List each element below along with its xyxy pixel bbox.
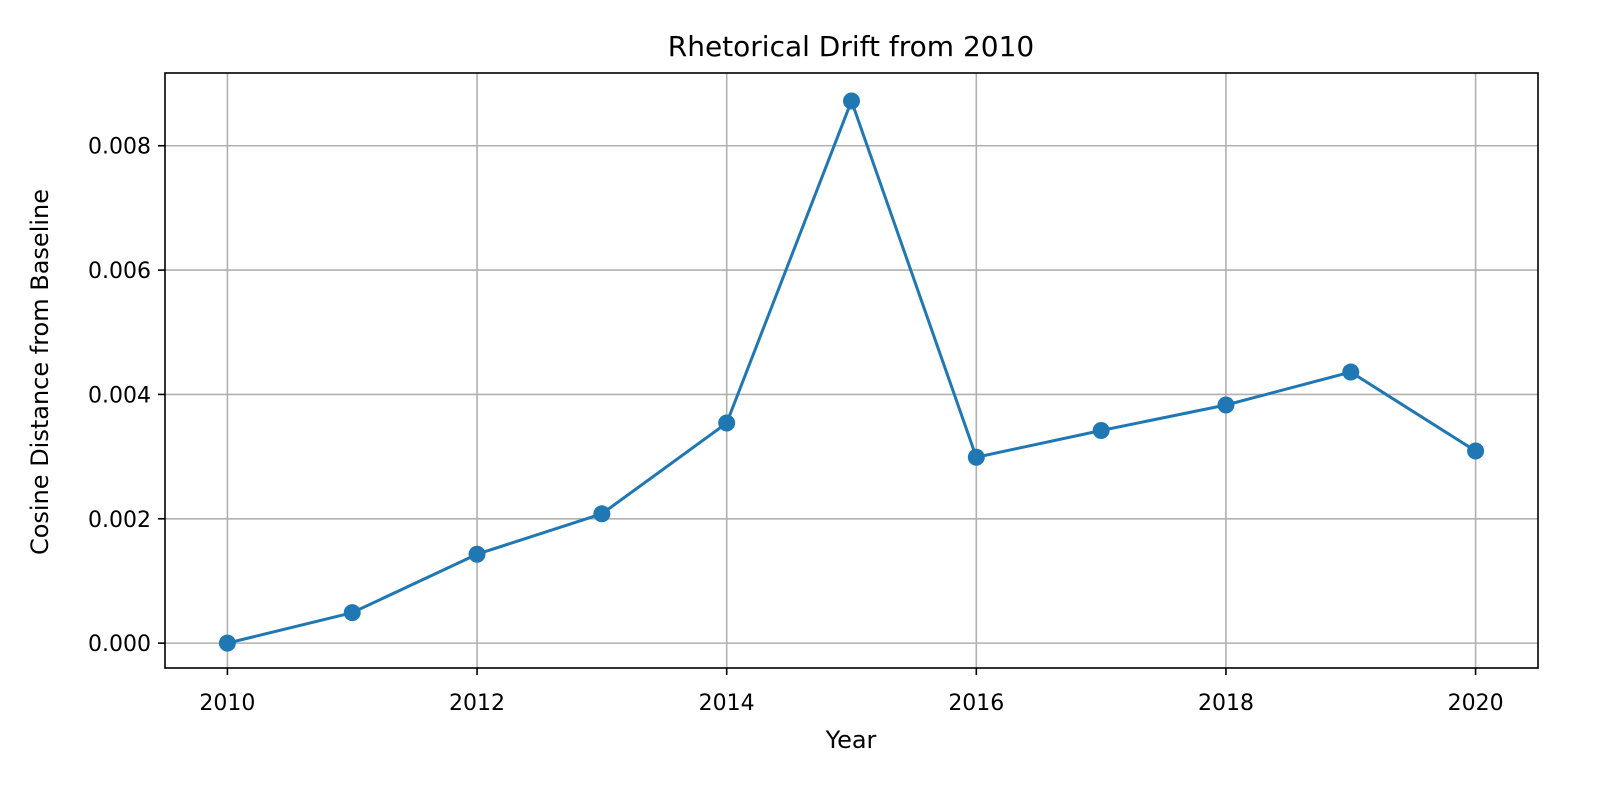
- y-tick-label: 0.000: [88, 632, 151, 657]
- y-tick-label: 0.002: [88, 508, 151, 533]
- y-tick-label: 0.004: [88, 383, 151, 408]
- x-tick-label: 2020: [1448, 691, 1504, 716]
- data-point-2014: [718, 414, 736, 432]
- axis-ticks: 2010 2012 2014 2016 2018 2020 0.000 0.002 0.004 0…: [88, 135, 1504, 716]
- data-point-2010: [218, 634, 236, 652]
- data-point-2020: [1467, 442, 1485, 460]
- x-axis-label: Year: [825, 726, 877, 754]
- data-point-2012: [468, 545, 486, 563]
- data-point-2013: [593, 505, 611, 523]
- x-tick-label: 2018: [1198, 691, 1254, 716]
- data-point-2016: [967, 448, 985, 466]
- y-tick-label: 0.008: [88, 135, 151, 160]
- x-tick-label: 2016: [948, 691, 1004, 716]
- series-layer: [218, 92, 1485, 652]
- data-point-2011: [343, 604, 361, 622]
- plot-frame: [164, 72, 1539, 669]
- data-point-2015: [843, 92, 860, 110]
- data-point-2019: [1342, 363, 1360, 381]
- data-point-2018: [1217, 396, 1235, 414]
- x-tick-label: 2014: [699, 691, 755, 716]
- chart-title: Rhetorical Drift from 2010: [668, 30, 1034, 63]
- x-tick-label: 2010: [199, 691, 255, 716]
- grid-lines: [165, 73, 1538, 668]
- data-point-2017: [1092, 421, 1110, 439]
- y-tick-label: 0.006: [88, 259, 151, 284]
- x-tick-label: 2012: [449, 691, 505, 716]
- y-axis-label: Cosine Distance from Baseline: [26, 189, 54, 555]
